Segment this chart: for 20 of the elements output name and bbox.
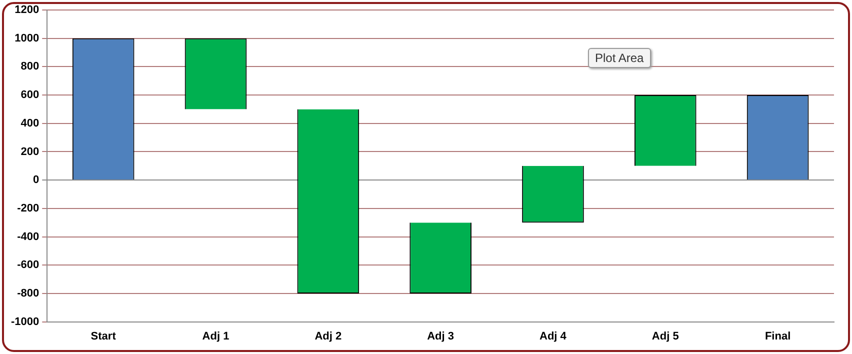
y-tick-label: -400 (17, 230, 40, 243)
x-tick-label: Adj 2 (314, 330, 342, 342)
x-tick-label: Final (764, 330, 791, 342)
y-tick-label: -1000 (10, 316, 40, 328)
y-tick-label: 800 (20, 60, 40, 73)
y-tick-label: -600 (17, 259, 40, 272)
annotation: Plot Area (588, 48, 651, 68)
y-tick-label: -200 (17, 202, 40, 214)
x-tick-label: Adj 4 (540, 330, 568, 342)
y-tick-label: 0 (33, 174, 40, 186)
y-tick-label: 200 (20, 146, 40, 158)
x-tick-label: Adj 5 (652, 330, 679, 342)
x-tick-label: Adj 1 (202, 330, 230, 342)
y-tick-label: 1200 (14, 4, 40, 16)
x-tick-label: Adj 3 (427, 330, 454, 342)
y-tick-label: 400 (20, 117, 40, 130)
x-tick-label: Start (90, 330, 116, 342)
y-tick-label: -800 (17, 287, 40, 300)
y-tick-label: 600 (20, 89, 40, 102)
y-tick-label: 1000 (14, 32, 40, 44)
